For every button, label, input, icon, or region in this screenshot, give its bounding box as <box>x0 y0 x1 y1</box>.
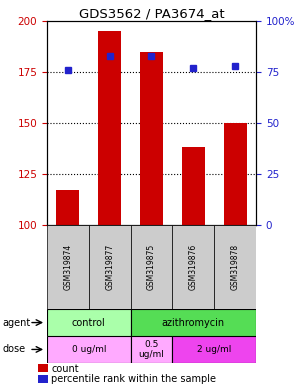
Bar <box>38 375 48 383</box>
Bar <box>47 336 131 363</box>
Bar <box>172 225 214 309</box>
Bar <box>47 309 131 336</box>
Bar <box>182 147 205 225</box>
Text: 0 ug/ml: 0 ug/ml <box>72 345 106 354</box>
Text: percentile rank within the sample: percentile rank within the sample <box>51 374 216 384</box>
Text: agent: agent <box>2 318 31 328</box>
Text: GSM319878: GSM319878 <box>231 244 240 290</box>
Bar <box>172 336 256 363</box>
Bar <box>214 225 256 309</box>
Bar <box>224 123 247 225</box>
Text: 2 ug/ml: 2 ug/ml <box>197 345 231 354</box>
Text: GSM319876: GSM319876 <box>189 244 198 290</box>
Bar <box>140 51 163 225</box>
Text: azithromycin: azithromycin <box>162 318 225 328</box>
Bar <box>47 225 89 309</box>
Text: 0.5
ug/ml: 0.5 ug/ml <box>138 340 165 359</box>
Text: dose: dose <box>2 344 25 354</box>
Bar <box>98 31 121 225</box>
Bar <box>38 364 48 372</box>
Text: GSM319874: GSM319874 <box>63 244 72 290</box>
Text: control: control <box>72 318 106 328</box>
Bar <box>89 225 131 309</box>
Bar <box>131 309 256 336</box>
Text: GSM319877: GSM319877 <box>105 244 114 290</box>
Bar <box>131 336 172 363</box>
Text: count: count <box>51 364 78 374</box>
Bar <box>131 225 172 309</box>
Text: GSM319875: GSM319875 <box>147 244 156 290</box>
Bar <box>56 190 79 225</box>
Title: GDS3562 / PA3674_at: GDS3562 / PA3674_at <box>79 7 224 20</box>
